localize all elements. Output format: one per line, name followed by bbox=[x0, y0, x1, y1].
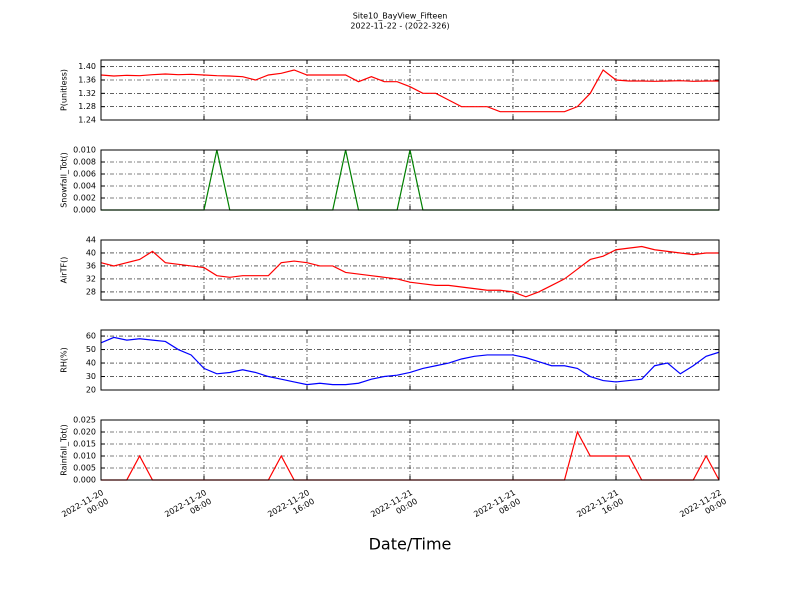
data-line bbox=[100, 245, 719, 298]
y-tick-label: 0.000 bbox=[73, 476, 96, 485]
y-tick-label: 1.24 bbox=[78, 116, 96, 125]
y-tick-label: 0.020 bbox=[73, 428, 96, 437]
y-tick-label: 60 bbox=[86, 332, 96, 341]
y-axis-label: Rainfall_Tot() bbox=[60, 424, 69, 476]
y-tick-label: 1.28 bbox=[78, 102, 96, 111]
plot-frame bbox=[100, 419, 720, 481]
y-axis-label: RH(%) bbox=[60, 347, 69, 372]
x-axis-label: Date/Time bbox=[369, 535, 452, 554]
y-axis-label: AirTF() bbox=[60, 257, 69, 284]
y-tick-label: 1.40 bbox=[78, 62, 96, 71]
chart-title: Site10_BayView_Fifteen bbox=[353, 12, 448, 21]
plot-frame bbox=[100, 239, 720, 301]
y-tick-label: 0.005 bbox=[73, 464, 96, 473]
y-tick-label: 0.000 bbox=[73, 206, 96, 215]
chart-subtitle: 2022-11-22 - (2022-326) bbox=[350, 22, 449, 31]
y-tick-label: 0.006 bbox=[73, 170, 96, 179]
plot-frame bbox=[100, 59, 720, 121]
y-tick-label: 50 bbox=[86, 345, 96, 354]
y-tick-label: 1.32 bbox=[78, 89, 96, 98]
plot-frame bbox=[100, 149, 720, 211]
y-tick-label: 32 bbox=[86, 274, 96, 283]
y-tick-label: 20 bbox=[86, 386, 96, 395]
y-axis-label: P(unitless) bbox=[60, 69, 69, 111]
y-tick-label: 0.010 bbox=[73, 146, 96, 155]
y-axis-label: Snowfall_Tot() bbox=[60, 152, 69, 208]
y-tick-label: 36 bbox=[86, 261, 96, 270]
y-tick-label: 40 bbox=[86, 248, 96, 257]
y-tick-label: 0.008 bbox=[73, 158, 96, 167]
y-tick-label: 0.004 bbox=[73, 182, 96, 191]
data-line bbox=[100, 69, 719, 113]
data-line bbox=[100, 336, 720, 386]
plot-frame bbox=[100, 329, 720, 391]
y-tick-label: 30 bbox=[86, 372, 96, 381]
y-tick-label: 0.015 bbox=[73, 440, 96, 449]
y-tick-label: 0.002 bbox=[73, 194, 96, 203]
y-tick-label: 44 bbox=[86, 236, 96, 245]
y-tick-label: 28 bbox=[86, 287, 96, 296]
y-tick-label: 1.36 bbox=[78, 76, 96, 85]
y-tick-label: 0.025 bbox=[73, 416, 96, 425]
y-tick-label: 40 bbox=[86, 359, 96, 368]
y-tick-label: 0.010 bbox=[73, 452, 96, 461]
